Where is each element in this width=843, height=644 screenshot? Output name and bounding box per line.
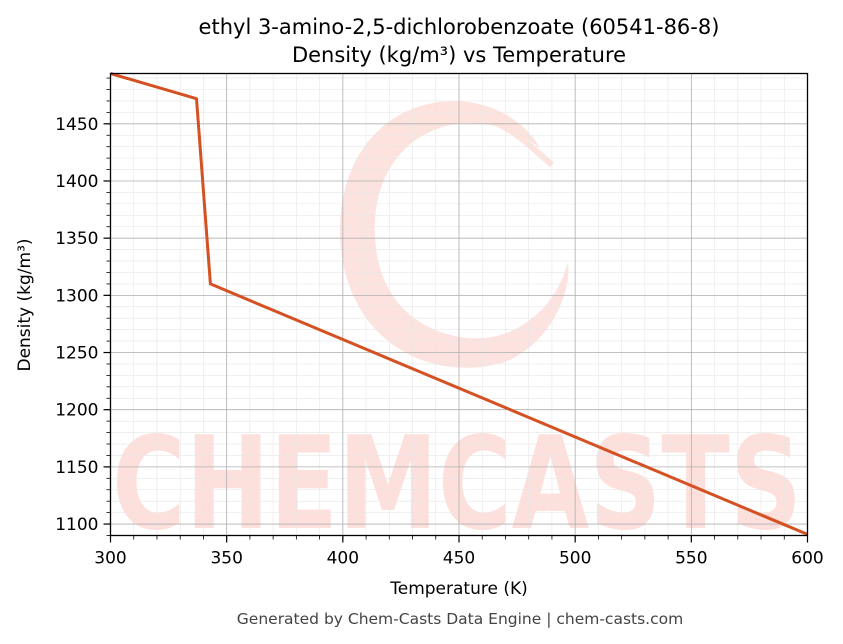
x-tick-label: 350 — [210, 549, 242, 569]
chart-title: ethyl 3-amino-2,5-dichlorobenzoate (6054… — [199, 15, 720, 39]
x-tick-labels: 300 350 400 450 500 550 600 — [94, 549, 823, 569]
y-tick-label: 1150 — [55, 458, 98, 478]
density-series-line — [110, 72, 809, 536]
y-tick-label: 1350 — [55, 229, 98, 249]
y-tick-labels: 1100 1150 1200 1250 1300 1350 1400 1450 — [55, 115, 98, 535]
x-axis-label: Temperature (K) — [389, 579, 528, 599]
x-tick-label: 600 — [791, 549, 823, 569]
y-tick-label: 1300 — [55, 286, 98, 306]
y-tick-label: 1200 — [55, 401, 98, 421]
footer-credit: Generated by Chem-Casts Data Engine | ch… — [237, 610, 683, 628]
y-tick-label: 1250 — [55, 344, 98, 364]
axis-ticks — [103, 77, 809, 543]
chart-subtitle: Density (kg/m³) vs Temperature — [292, 43, 626, 67]
x-tick-label: 500 — [559, 549, 591, 569]
x-tick-label: 400 — [327, 549, 359, 569]
x-tick-label: 450 — [443, 549, 475, 569]
y-tick-label: 1400 — [55, 172, 98, 192]
watermark-logo-icon — [339, 101, 569, 368]
x-tick-label: 300 — [94, 549, 126, 569]
x-tick-label: 550 — [675, 549, 707, 569]
y-tick-label: 1450 — [55, 115, 98, 135]
y-axis-label: Density (kg/m³) — [15, 238, 35, 371]
y-tick-label: 1100 — [55, 515, 98, 535]
